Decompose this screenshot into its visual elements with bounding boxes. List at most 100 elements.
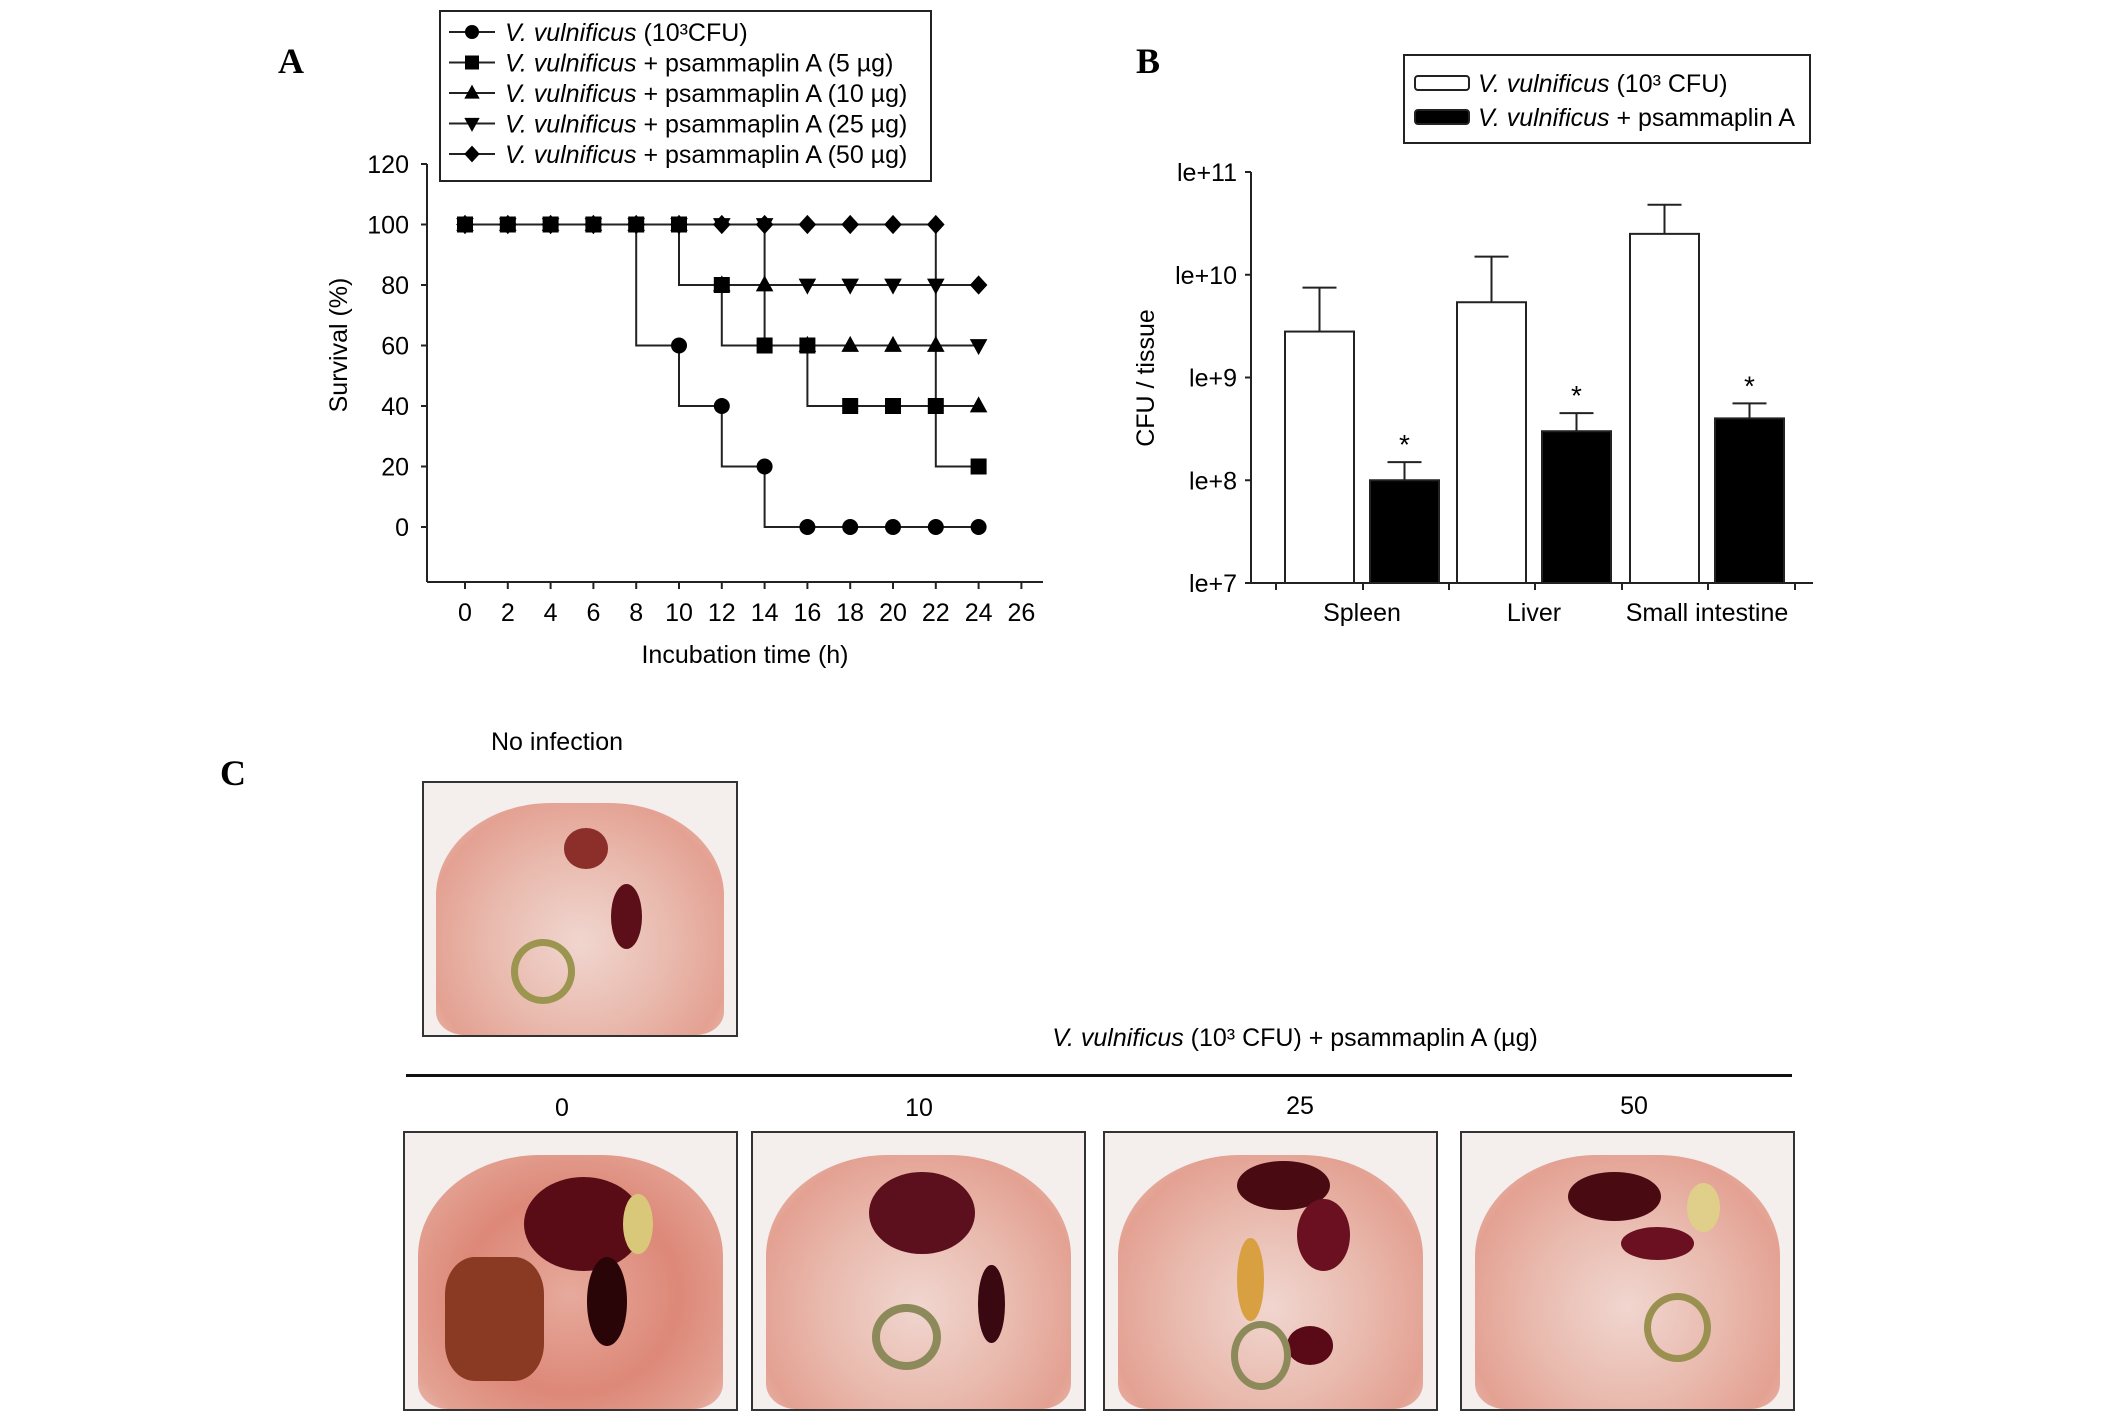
data-point-series-5 [627,214,645,235]
data-point-series-5 [499,214,517,235]
legend-marker-2 [465,55,479,70]
group-caption: V. vulnificus (10³ CFU) + psammaplin A (… [1052,1024,1538,1053]
significance-marker: * [1744,370,1755,401]
photo-dose-0 [403,1131,738,1411]
photo-dose-50 [1460,1131,1795,1411]
group-divider [406,1074,1792,1077]
y-tick-label: 100 [367,212,409,240]
data-point-series-1 [885,519,901,535]
x-tick-label: 6 [586,599,600,627]
data-point-series-3 [969,396,988,413]
x-tick-label: 2 [501,599,515,627]
x-tick-label: 4 [544,599,558,627]
data-point-series-1 [713,398,730,414]
group-caption-rest: (10³ CFU) + psammaplin A (µg) [1183,1024,1538,1052]
data-point-series-2 [756,337,773,354]
data-point-series-5 [927,214,945,235]
legend-entry-5: V. vulnificus + psammaplin A (50 µg) [505,141,907,169]
legend-treatment: + psammaplin A (50 µg) [637,141,908,169]
legend-entry-4: V. vulnificus + psammaplin A (25 µg) [505,111,907,139]
legend-species: V. vulnificus [505,50,637,78]
data-point-series-4 [969,339,988,356]
data-point-series-3 [927,335,945,352]
y-tick-label: 0 [395,514,409,542]
x-tick-label: 14 [751,599,779,627]
legend-entry-2: V. vulnificus + psammaplin A (5 µg) [505,50,893,78]
legend-species: V. vulnificus [505,111,637,139]
x-tick-label: 22 [922,599,950,627]
panel-label-c: C [220,753,246,793]
legend-entry-1: V. vulnificus (10³ CFU) [1478,70,1728,98]
x-tick-label: 10 [665,599,693,627]
data-point-series-4 [884,278,902,295]
legend-entry-2: V. vulnificus + psammaplin A [1478,104,1795,132]
legend-entry-1: V. vulnificus (10³CFU) [505,19,748,47]
x-tick-label: 20 [879,599,907,627]
photo-no-infection [422,781,738,1037]
x-tick-label: 0 [458,599,472,627]
legend-entry-3: V. vulnificus + psammaplin A (10 µg) [505,80,907,108]
data-point-series-4 [841,278,859,295]
data-point-series-2 [842,398,859,414]
data-point-series-5 [456,214,474,235]
data-point-series-1 [970,519,987,535]
bar-small-intestine-1 [1629,232,1700,584]
y-tick-label: 60 [381,333,409,361]
legend-treatment: + psammaplin A [1610,104,1796,132]
legend-species: V. vulnificus [505,141,637,169]
data-point-series-5 [969,275,988,295]
category-label: Small intestine [1626,599,1789,627]
data-point-series-5 [884,214,902,235]
legend-marker-4 [464,117,480,132]
significance-marker: * [1571,380,1582,411]
data-point-series-3 [884,335,902,352]
legend-marker-1 [465,25,479,39]
y-tick-label: le+9 [1189,365,1237,393]
legend-marker-3 [464,84,480,99]
data-point-series-1 [799,519,816,535]
bar-spleen-2 [1369,479,1440,584]
data-point-series-3 [841,335,859,352]
x-tick-label: 16 [793,599,821,627]
data-point-series-5 [755,214,774,235]
y-tick-label: 80 [381,272,409,300]
data-point-series-5 [841,214,859,235]
y-tick-label: 120 [367,151,409,179]
legend-treatment: + psammaplin A (25 µg) [637,111,908,139]
dose-label-25: 25 [1286,1092,1314,1120]
bar-liver-1 [1456,301,1527,584]
dose-label-50: 50 [1620,1092,1648,1120]
legend-swatch-1 [1414,75,1470,91]
legend-marker-5 [464,145,480,163]
bar-small-intestine-2 [1714,417,1785,584]
legend-swatch-2 [1414,109,1470,125]
x-axis-title: Incubation time (h) [641,641,848,669]
legend-species: V. vulnificus [505,80,637,108]
control-label: No infection [490,728,624,756]
data-point-series-3 [713,275,731,292]
dose-label-0: 0 [555,1094,569,1122]
data-point-series-4 [798,278,817,295]
data-point-series-1 [671,337,687,354]
significance-marker: * [1399,429,1410,460]
photo-dose-10 [751,1131,1086,1411]
data-point-series-1 [927,519,944,535]
y-tick-label: le+11 [1177,159,1237,187]
y-tick-label: le+10 [1175,262,1237,290]
data-point-series-3 [755,275,774,292]
y-tick-label: 20 [381,454,409,482]
data-point-series-5 [798,214,817,235]
data-point-series-4 [927,278,945,295]
legend-treatment: (10³CFU) [637,19,748,47]
dose-label-10: 10 [905,1094,933,1122]
data-point-series-1 [842,519,859,535]
panel-label-b: B [1136,41,1161,81]
data-point-series-1 [756,458,773,475]
group-caption-species: V. vulnificus [1052,1024,1184,1052]
legend-treatment: + psammaplin A (10 µg) [637,80,908,108]
data-point-series-5 [670,214,688,235]
y-tick-label: 40 [381,393,409,421]
data-point-series-3 [798,335,817,352]
